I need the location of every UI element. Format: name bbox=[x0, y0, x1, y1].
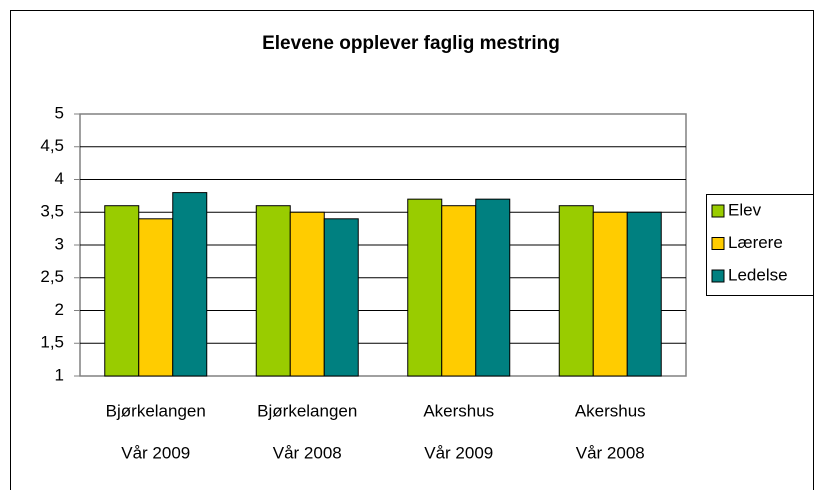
x-tick-label: Vår 2008 bbox=[576, 443, 645, 462]
x-tick-label: Bjørkelangen bbox=[106, 401, 206, 420]
y-tick-label: 1 bbox=[55, 365, 64, 384]
bar bbox=[558, 205, 594, 377]
x-tick-label: Akershus bbox=[423, 401, 494, 420]
x-tick-label: Vår 2008 bbox=[273, 443, 342, 462]
bar bbox=[172, 192, 208, 377]
bar bbox=[255, 205, 291, 377]
legend-label: Lærere bbox=[728, 233, 783, 252]
bar bbox=[289, 211, 325, 377]
y-tick-label: 2 bbox=[55, 300, 64, 319]
bar bbox=[592, 211, 628, 377]
bar bbox=[626, 211, 662, 377]
legend-label: Ledelse bbox=[728, 265, 788, 284]
y-tick-label: 4 bbox=[55, 169, 64, 188]
bar bbox=[104, 205, 140, 377]
bar bbox=[407, 198, 443, 377]
legend-swatch bbox=[711, 269, 725, 283]
bar bbox=[475, 198, 511, 377]
legend-swatch bbox=[711, 237, 725, 250]
bar bbox=[323, 218, 359, 377]
x-tick-label: Vår 2009 bbox=[121, 443, 190, 462]
x-tick-label: Vår 2009 bbox=[424, 443, 493, 462]
legend-label: Elev bbox=[728, 200, 762, 219]
chart-title: Elevene opplever faglig mestring bbox=[262, 33, 560, 54]
x-tick-label: Akershus bbox=[575, 401, 646, 420]
y-tick-label: 3,5 bbox=[40, 202, 64, 221]
bar bbox=[441, 205, 477, 377]
bar bbox=[138, 218, 174, 377]
legend-swatch bbox=[711, 204, 725, 218]
x-tick-label: Bjørkelangen bbox=[257, 401, 357, 420]
y-tick-label: 1,5 bbox=[40, 333, 64, 352]
y-tick-label: 5 bbox=[55, 103, 64, 122]
y-tick-label: 2,5 bbox=[40, 267, 64, 286]
y-tick-label: 3 bbox=[55, 234, 64, 253]
y-tick-label: 4,5 bbox=[40, 136, 64, 155]
